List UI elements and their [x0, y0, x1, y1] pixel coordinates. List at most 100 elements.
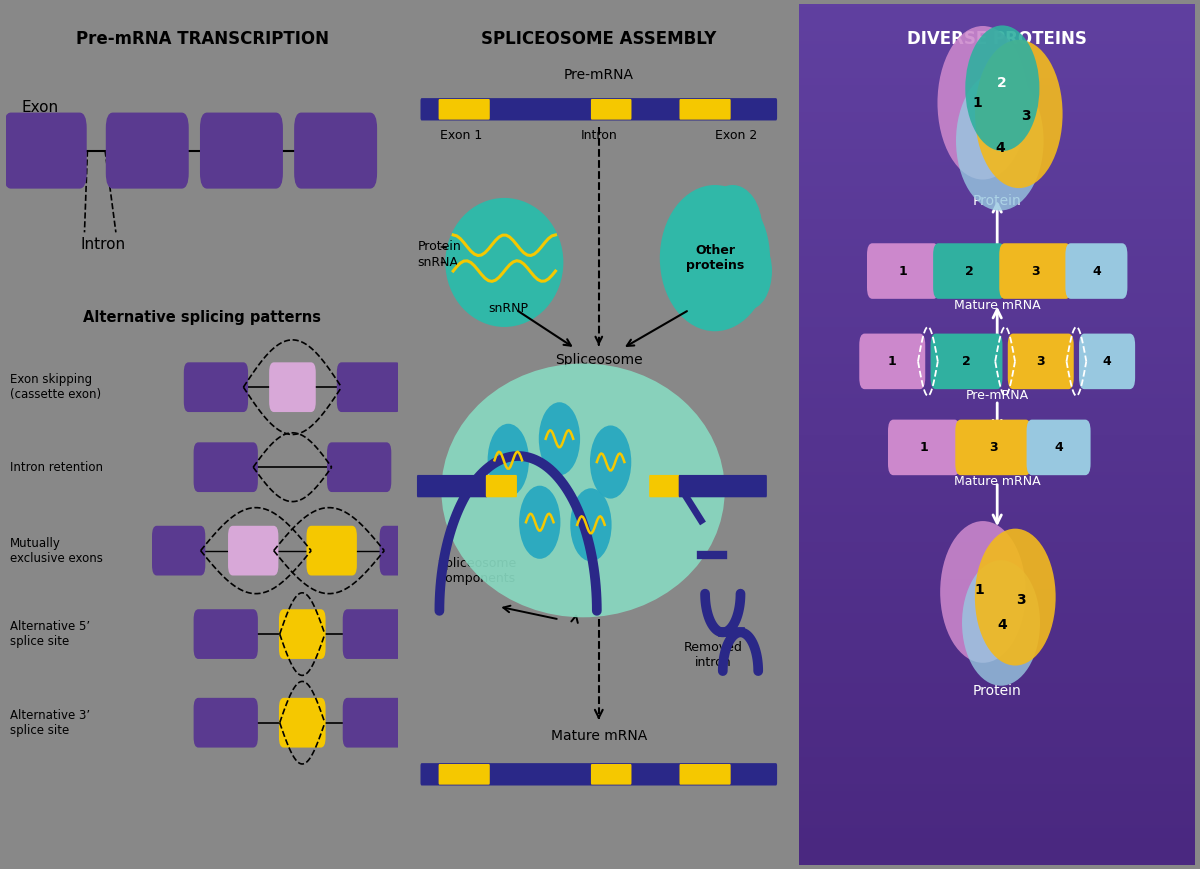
- Text: 3: 3: [989, 441, 997, 454]
- FancyBboxPatch shape: [269, 362, 316, 412]
- Text: Pre-mRNA: Pre-mRNA: [966, 389, 1028, 401]
- FancyBboxPatch shape: [955, 420, 1031, 475]
- Text: 1: 1: [973, 96, 983, 109]
- FancyBboxPatch shape: [679, 764, 731, 785]
- FancyBboxPatch shape: [193, 609, 258, 659]
- FancyBboxPatch shape: [193, 442, 258, 492]
- Ellipse shape: [487, 424, 529, 497]
- Ellipse shape: [664, 213, 715, 299]
- Text: Intron retention: Intron retention: [10, 461, 103, 474]
- Text: 4: 4: [1103, 355, 1111, 368]
- Text: Mutually
exclusive exons: Mutually exclusive exons: [10, 537, 103, 565]
- FancyBboxPatch shape: [228, 526, 278, 575]
- Text: 4: 4: [997, 618, 1007, 632]
- Text: Pre-mRNA TRANSCRIPTION: Pre-mRNA TRANSCRIPTION: [76, 30, 329, 48]
- Text: Mature mRNA: Mature mRNA: [954, 475, 1040, 488]
- Text: 3: 3: [1037, 355, 1045, 368]
- FancyBboxPatch shape: [420, 763, 778, 786]
- Ellipse shape: [937, 26, 1028, 180]
- Text: DIVERSE PROTEINS: DIVERSE PROTEINS: [907, 30, 1087, 48]
- Text: Intron: Intron: [581, 129, 617, 143]
- Text: Exon 1: Exon 1: [440, 129, 482, 143]
- Ellipse shape: [660, 185, 770, 331]
- Text: 3: 3: [1031, 264, 1039, 277]
- FancyBboxPatch shape: [379, 526, 433, 575]
- Text: 2: 2: [996, 76, 1006, 90]
- Ellipse shape: [520, 486, 560, 559]
- FancyBboxPatch shape: [1000, 243, 1072, 299]
- Text: 1: 1: [974, 583, 984, 597]
- Ellipse shape: [442, 363, 725, 617]
- Text: 3: 3: [1016, 594, 1026, 607]
- FancyBboxPatch shape: [306, 526, 356, 575]
- FancyBboxPatch shape: [328, 442, 391, 492]
- FancyBboxPatch shape: [439, 764, 490, 785]
- Text: Pre-mRNA: Pre-mRNA: [564, 68, 634, 82]
- Ellipse shape: [976, 40, 1062, 188]
- Text: Intron: Intron: [80, 236, 126, 252]
- FancyBboxPatch shape: [193, 698, 258, 747]
- FancyBboxPatch shape: [420, 98, 778, 121]
- Text: 2: 2: [962, 355, 971, 368]
- Text: snRNA: snRNA: [418, 256, 458, 269]
- FancyBboxPatch shape: [294, 113, 377, 189]
- Ellipse shape: [445, 198, 563, 327]
- Text: SPLICEOSOME ASSEMBLY: SPLICEOSOME ASSEMBLY: [481, 30, 716, 48]
- FancyBboxPatch shape: [888, 420, 960, 475]
- FancyBboxPatch shape: [679, 475, 767, 497]
- Text: Removed
intron: Removed intron: [684, 641, 743, 669]
- Ellipse shape: [962, 561, 1040, 686]
- FancyBboxPatch shape: [1008, 334, 1074, 389]
- Text: Other
proteins: Other proteins: [685, 244, 744, 272]
- Ellipse shape: [590, 426, 631, 499]
- Text: 4: 4: [1092, 264, 1100, 277]
- Text: Spliceosome: Spliceosome: [554, 353, 643, 367]
- FancyBboxPatch shape: [1026, 420, 1091, 475]
- Text: Alternative splicing patterns: Alternative splicing patterns: [83, 310, 322, 325]
- FancyBboxPatch shape: [337, 362, 401, 412]
- FancyBboxPatch shape: [930, 334, 1002, 389]
- FancyBboxPatch shape: [866, 243, 938, 299]
- Text: 3: 3: [1021, 109, 1031, 123]
- Ellipse shape: [725, 232, 772, 309]
- FancyBboxPatch shape: [200, 113, 283, 189]
- FancyBboxPatch shape: [486, 475, 517, 497]
- FancyBboxPatch shape: [278, 609, 325, 659]
- FancyBboxPatch shape: [416, 475, 487, 497]
- FancyBboxPatch shape: [649, 475, 680, 497]
- Text: Exon skipping
(cassette exon): Exon skipping (cassette exon): [10, 373, 101, 401]
- Text: Alternative 3’
splice site: Alternative 3’ splice site: [10, 709, 90, 737]
- FancyBboxPatch shape: [590, 99, 631, 120]
- FancyBboxPatch shape: [1066, 243, 1128, 299]
- Ellipse shape: [940, 521, 1026, 663]
- Text: 4: 4: [1055, 441, 1063, 454]
- Ellipse shape: [956, 71, 1044, 210]
- FancyBboxPatch shape: [343, 609, 407, 659]
- Text: 2: 2: [965, 264, 973, 277]
- FancyBboxPatch shape: [934, 243, 1006, 299]
- FancyBboxPatch shape: [859, 334, 925, 389]
- Text: Protein: Protein: [973, 194, 1021, 208]
- FancyBboxPatch shape: [343, 698, 407, 747]
- Text: 1: 1: [899, 264, 907, 277]
- FancyBboxPatch shape: [4, 113, 86, 189]
- FancyBboxPatch shape: [1079, 334, 1135, 389]
- Text: Exon: Exon: [22, 100, 59, 116]
- FancyBboxPatch shape: [184, 362, 248, 412]
- FancyBboxPatch shape: [152, 526, 205, 575]
- Text: Mature mRNA: Mature mRNA: [551, 729, 647, 743]
- Text: Protein: Protein: [973, 684, 1021, 698]
- Text: 4: 4: [995, 141, 1004, 155]
- FancyBboxPatch shape: [439, 99, 490, 120]
- FancyBboxPatch shape: [590, 764, 631, 785]
- FancyBboxPatch shape: [278, 698, 325, 747]
- Ellipse shape: [965, 25, 1039, 151]
- Text: Mature mRNA: Mature mRNA: [954, 299, 1040, 312]
- Text: Protein: Protein: [418, 241, 462, 254]
- Text: Spliceosome
components: Spliceosome components: [437, 557, 516, 585]
- Text: Exon 2: Exon 2: [715, 129, 757, 143]
- FancyBboxPatch shape: [106, 113, 188, 189]
- Ellipse shape: [570, 488, 612, 561]
- Ellipse shape: [974, 528, 1056, 666]
- Ellipse shape: [703, 185, 762, 271]
